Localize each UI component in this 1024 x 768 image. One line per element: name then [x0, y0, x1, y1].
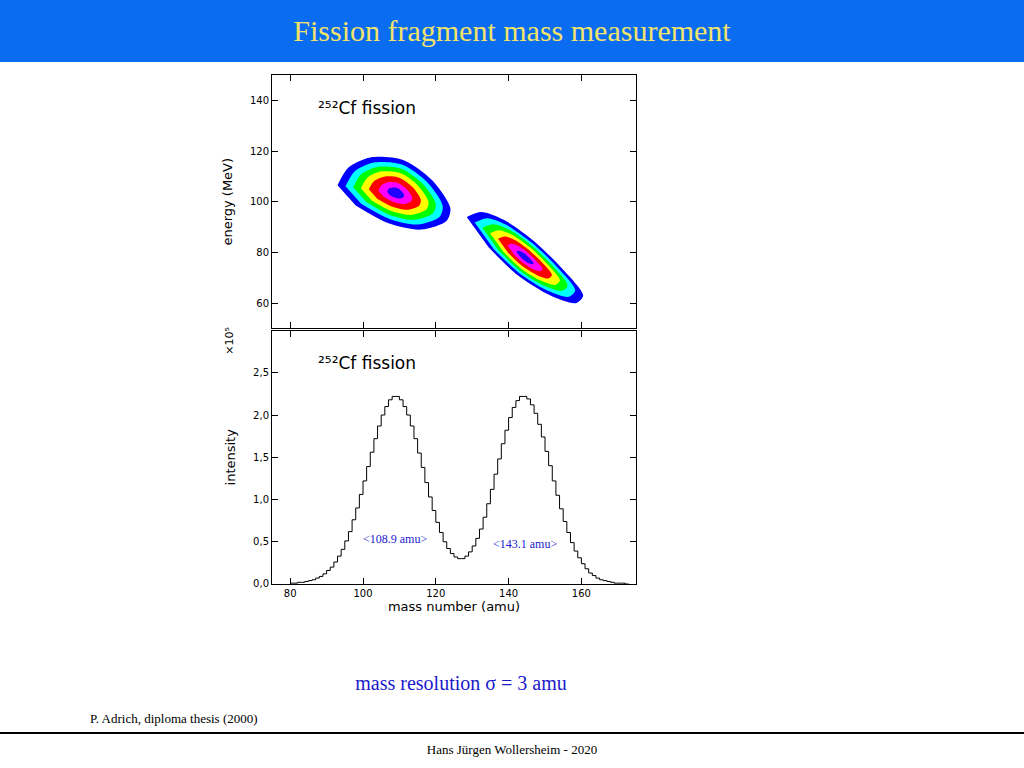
svg-text:1,0: 1,0 — [253, 494, 269, 505]
svg-text:0,0: 0,0 — [253, 578, 269, 589]
svg-text:80: 80 — [256, 247, 269, 258]
svg-text:×10⁵: ×10⁵ — [223, 327, 236, 355]
html-text:Hans Jürgen Wollersheim - 2020: Hans Jürgen Wollersheim - 2020 — [426, 742, 598, 757]
svg-text:1,5: 1,5 — [253, 452, 269, 463]
svg-text:mass number (amu): mass number (amu) — [388, 599, 520, 614]
svg-text:<143.1 amu>: <143.1 amu> — [493, 537, 557, 551]
svg-text:2,0: 2,0 — [253, 410, 269, 421]
html-text:Fission fragment mass measurem: Fission fragment mass measurement — [293, 14, 731, 47]
svg-text:<108.9 amu>: <108.9 amu> — [363, 532, 427, 546]
svg-text:²⁵²Cf fission: ²⁵²Cf fission — [318, 98, 416, 118]
svg-text:160: 160 — [572, 588, 591, 599]
svg-text:120: 120 — [426, 588, 445, 599]
svg-text:energy (MeV): energy (MeV) — [220, 158, 235, 246]
svg-text:120: 120 — [250, 146, 269, 157]
svg-text:intensity: intensity — [223, 429, 238, 486]
svg-text:0,5: 0,5 — [253, 536, 269, 547]
svg-text:100: 100 — [353, 588, 372, 599]
svg-text:²⁵²Cf fission: ²⁵²Cf fission — [318, 353, 416, 373]
svg-text:80: 80 — [284, 588, 297, 599]
svg-text:60: 60 — [256, 298, 269, 309]
html-text:P. Adrich, diploma thesis (200: P. Adrich, diploma thesis (2000) — [90, 711, 258, 726]
svg-text:2,5: 2,5 — [253, 367, 269, 378]
svg-text:140: 140 — [250, 95, 269, 106]
svg-text:140: 140 — [499, 588, 518, 599]
svg-text:100: 100 — [250, 196, 269, 207]
html-text:mass resolution σ = 3 amu: mass resolution σ = 3 amu — [355, 672, 567, 694]
